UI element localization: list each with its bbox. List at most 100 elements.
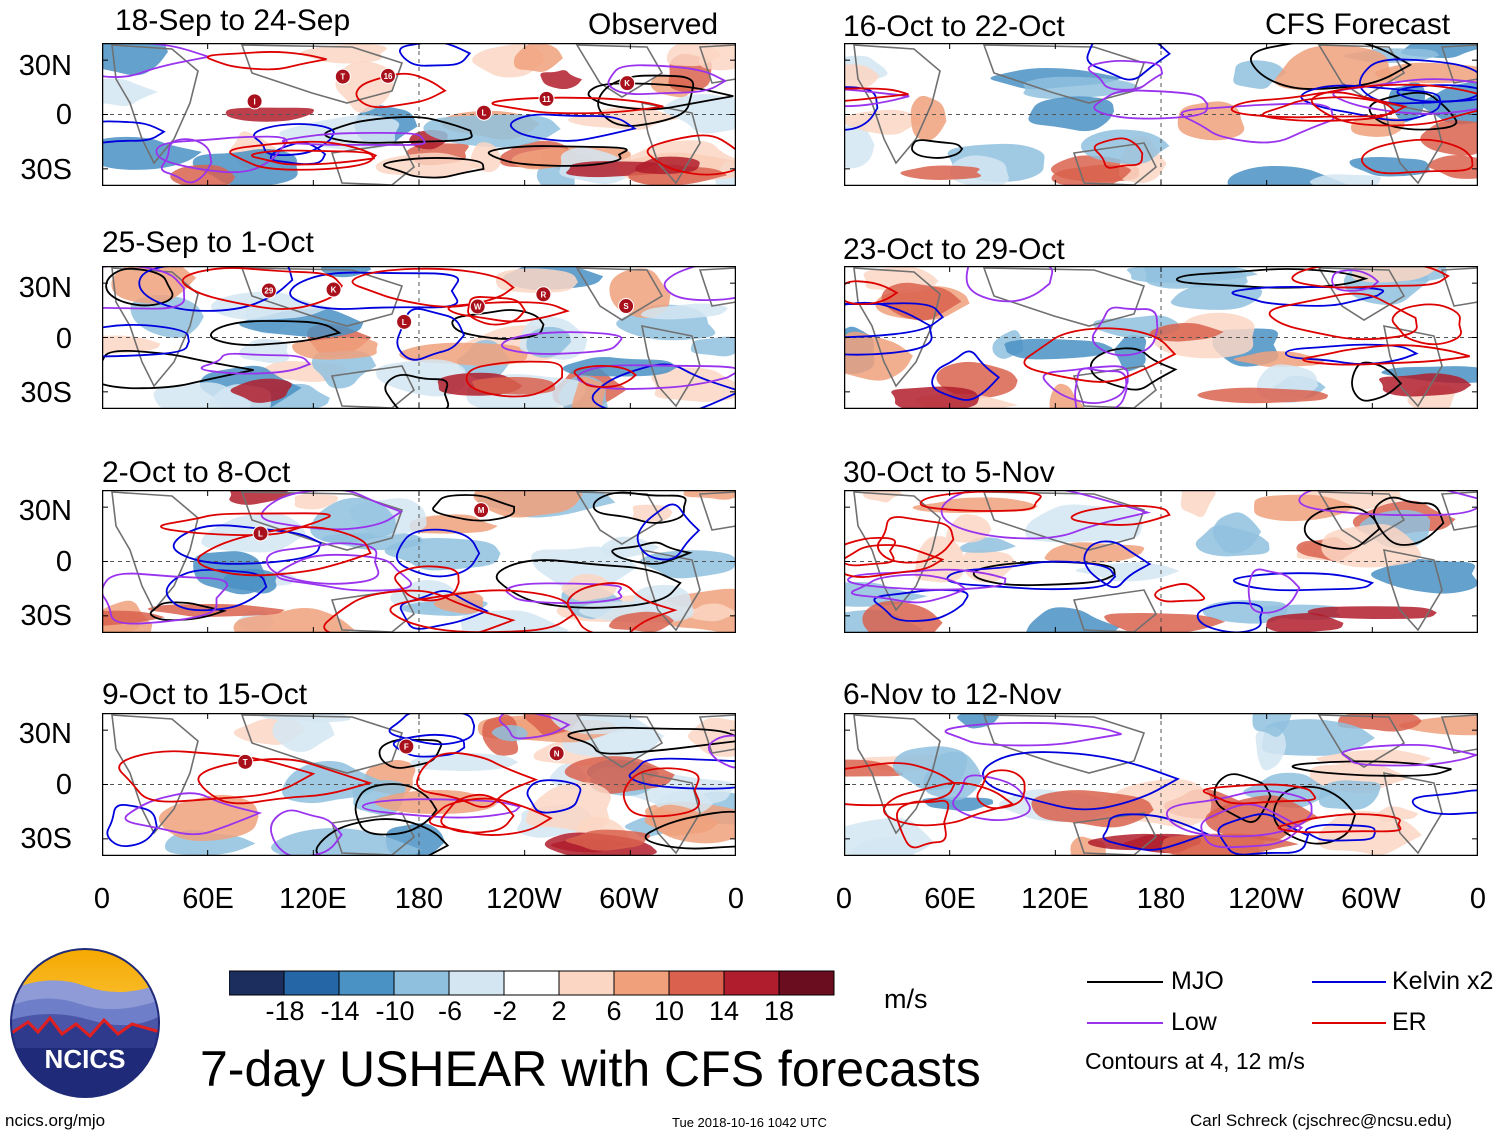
contour-kelvin [1396,84,1478,103]
shading-anomaly [102,78,159,106]
coastline [982,491,1146,551]
shading-anomaly [550,713,640,735]
shading-anomaly [1321,523,1422,568]
lat-label-30n: 30N [18,50,72,82]
contour-er [844,762,956,807]
contour-er [1302,344,1470,366]
contour-er [844,87,909,102]
colorbar-swatch [338,970,395,996]
contour-kelvin [102,323,190,358]
contour-low [265,542,380,585]
storm-marker: 16 [380,67,397,84]
contour-er [416,752,539,808]
colorbar-swatch [283,970,340,996]
colorbar-swatch [668,970,725,996]
contour-er [1230,91,1408,119]
shading-anomaly [1379,373,1472,397]
lat-label-30s: 30S [20,154,72,186]
shading-anomaly [640,303,728,320]
forecast-map-4 [844,713,1478,856]
contour-low [952,774,1031,821]
contour-er [883,782,1015,827]
contour-low [1331,269,1380,292]
storm-label: S [623,302,629,311]
contour-er [1291,266,1450,289]
storm-marker: W [469,298,486,315]
contour-er [566,582,678,633]
lat-label-eq: 0 [55,769,72,801]
shading-anomaly [1180,490,1216,518]
storm-marker: F [398,738,415,755]
contour-er [876,516,955,564]
shading-anomaly [423,114,561,148]
shading-anomaly [844,331,913,381]
shading-anomaly [531,546,638,591]
contour-low [850,573,968,604]
contour-kelvin [509,113,637,142]
coastline [698,491,736,531]
shading-anomaly [1025,504,1143,543]
storm-marker: K [619,75,636,92]
contour-low [160,138,213,184]
shading-anomaly [1233,60,1287,89]
contour-kelvin [1284,343,1419,365]
contour-er [428,797,553,836]
forecast-header: CFS Forecast [1265,8,1451,41]
storm-icon [475,104,492,121]
shading-anomaly [687,717,736,757]
storm-icon [618,298,635,315]
coastline [982,44,1146,104]
lat-label-eq: 0 [55,323,72,355]
lon-label-60w: 60W [599,883,659,915]
shading-anomaly [844,64,880,89]
contour-low [1298,490,1478,517]
lat-label-30s: 30S [20,823,72,855]
forecast-map-3 [844,490,1478,633]
contour-kelvin [1196,601,1264,633]
website-link[interactable]: ncics.org/mjo [5,1111,106,1130]
storm-label: R [540,290,546,299]
colorbar-label: -14 [320,996,360,1026]
shading-anomaly [686,603,736,622]
contour-low [270,809,343,856]
shading-anomaly [513,43,563,72]
shading-anomaly [1114,334,1147,372]
colorbar-swatch [613,970,670,996]
colorbar-label: 10 [653,996,685,1026]
shading-anomaly [666,43,722,67]
contour-mjo [383,157,485,179]
storm-marker: 29 [260,282,277,299]
shading-anomaly [472,376,556,395]
shading-anomaly [900,165,982,180]
timestamp: Tue 2018-10-16 1042 UTC [672,1115,827,1130]
shading-anomaly [1080,129,1170,165]
observed-map-4: T F N [102,713,736,856]
contour-er [646,134,736,176]
coastline [575,714,664,768]
legend-contours-note: Contours at 4, 12 m/s [1085,1048,1305,1074]
coastline [240,267,404,327]
contour-er [844,280,899,306]
shading-anomaly [1028,96,1114,132]
storm-marker: L [252,525,269,542]
contour-er [467,296,527,326]
storm-label: M [478,506,485,515]
contour-er [355,72,447,109]
colorbar-swatch [393,970,450,996]
colorbar-swatch [503,970,560,996]
contour-kelvin [526,779,582,814]
contour-low [844,88,910,108]
contour-low [1074,367,1128,409]
shading-anomaly [525,781,611,832]
coastline [640,771,701,855]
legend-label-low: Low [1171,1008,1217,1036]
coastline [330,365,416,409]
shading-anomaly [230,378,292,403]
author-credit: Carl Schreck (cjschrec@ncsu.edu) [1190,1111,1452,1130]
colorbar-swatch [448,970,505,996]
contour-low [1091,306,1159,357]
contour-low [1247,568,1301,614]
shading-anomaly [1104,613,1226,633]
colorbar-swatch [723,970,780,996]
storm-marker: 11 [538,90,555,107]
